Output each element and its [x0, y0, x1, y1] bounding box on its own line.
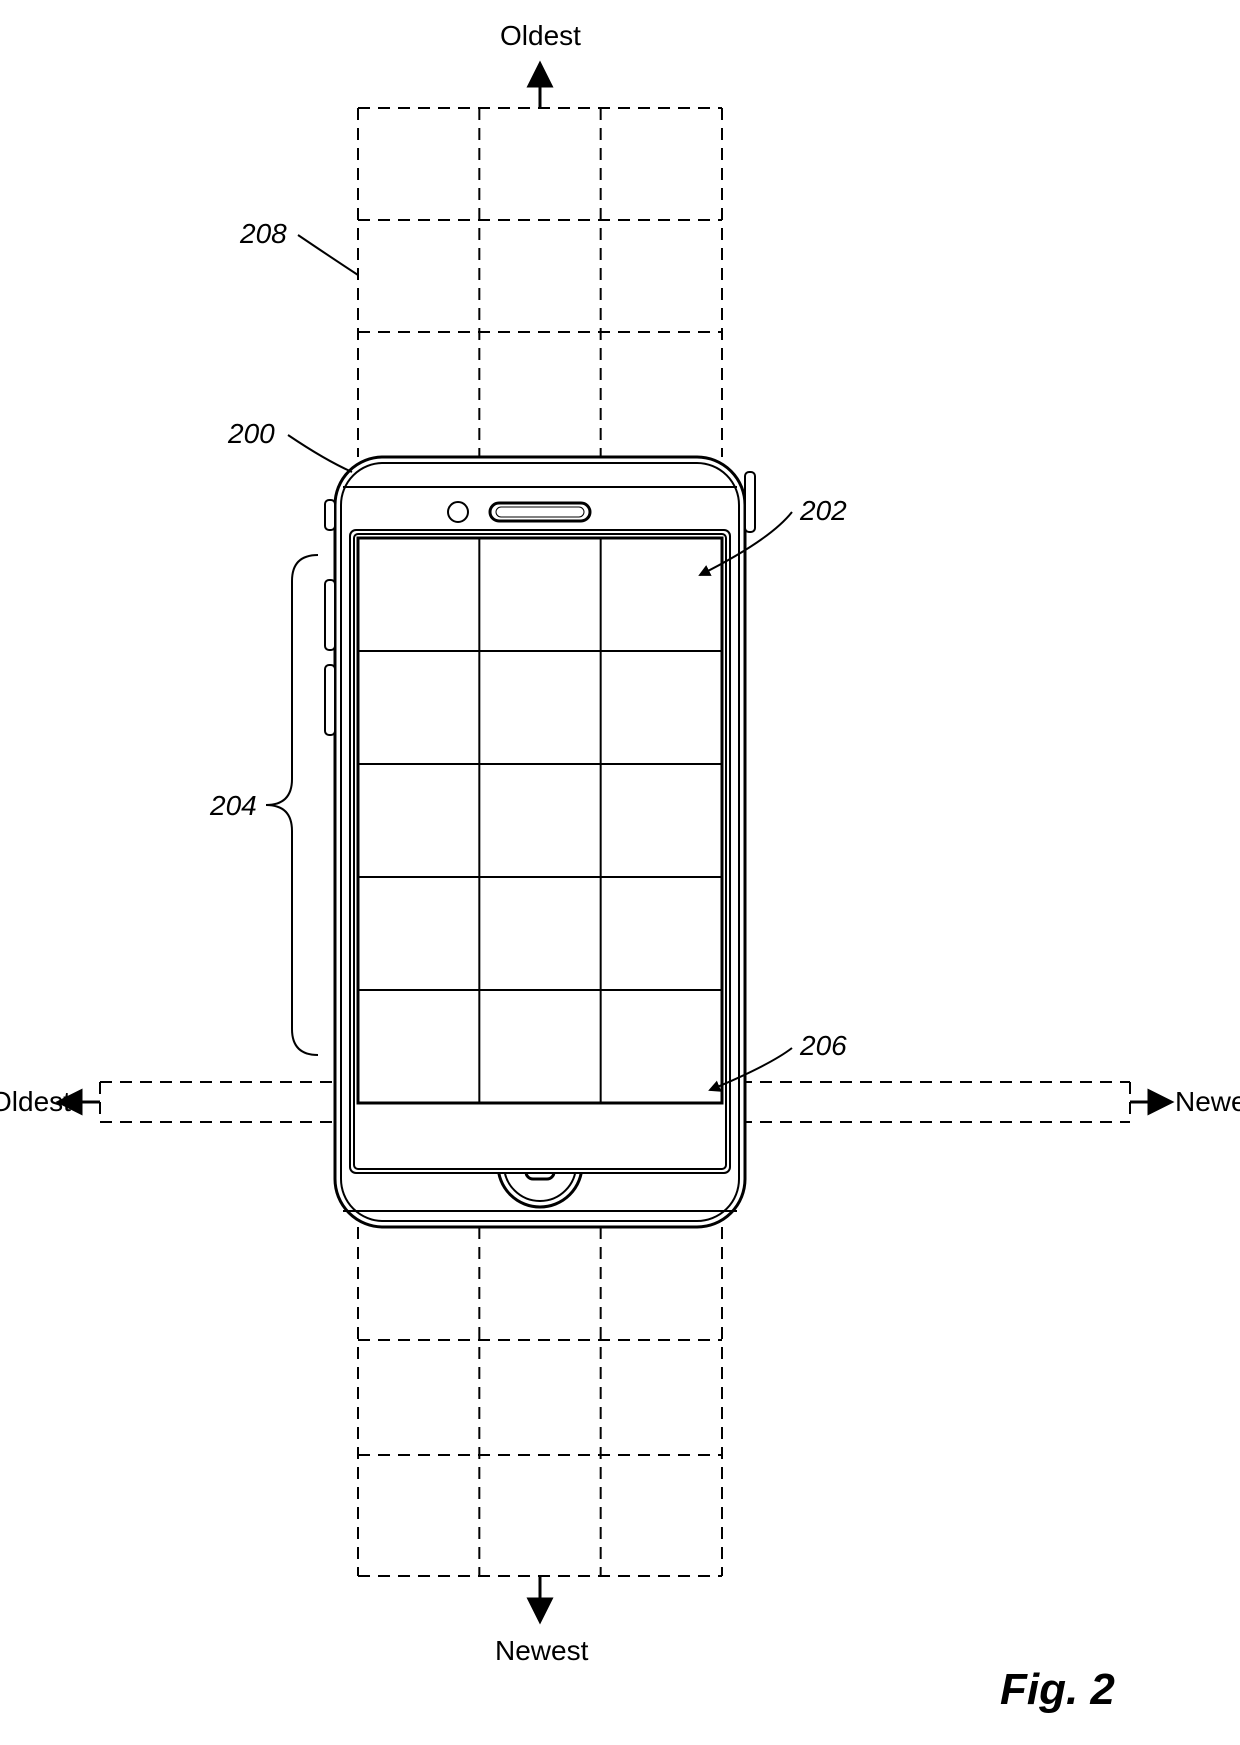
label-oldest-left: Oldest [0, 1086, 71, 1118]
figure-svg [0, 0, 1240, 1745]
ref-208: 208 [240, 218, 287, 250]
ref-206: 206 [800, 1030, 847, 1062]
ref-200: 200 [228, 418, 275, 450]
patent-figure: Oldest Oldest Newest Newest 208 200 202 … [0, 0, 1240, 1745]
label-oldest-top: Oldest [500, 20, 581, 52]
label-newest-bottom: Newest [495, 1635, 588, 1667]
ref-202: 202 [800, 495, 847, 527]
ref-204: 204 [210, 790, 257, 822]
figure-caption: Fig. 2 [1000, 1665, 1115, 1715]
screen-grid [350, 530, 730, 1173]
label-newest-right: Newest [1175, 1086, 1240, 1118]
